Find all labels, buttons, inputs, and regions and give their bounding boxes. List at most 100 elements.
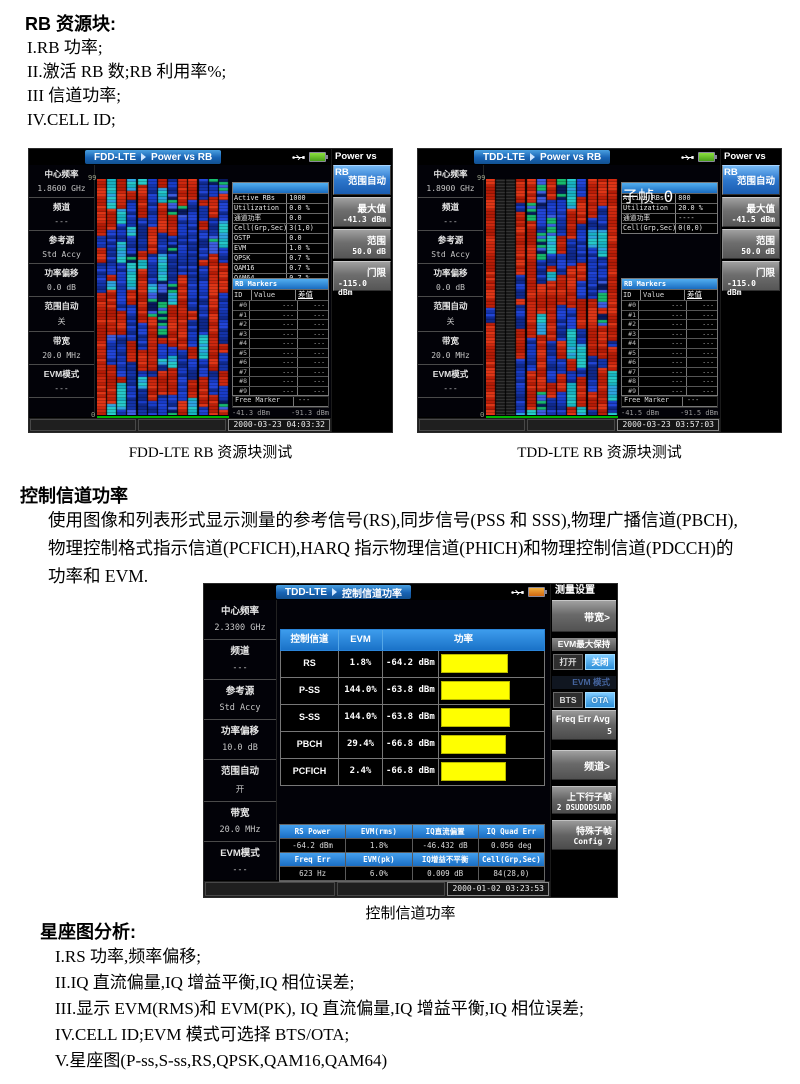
list-item: III 信道功率;: [27, 86, 121, 105]
sidebar-field-4: 范围自动关: [418, 297, 483, 332]
channel-button[interactable]: 频道>: [552, 750, 616, 780]
info-label: OSTP: [233, 234, 288, 243]
color-scale-labels: -41.3 dBm -91.3 dBm: [232, 409, 329, 417]
freq-err-avg-button[interactable]: Freq Err Avg 5: [552, 710, 616, 740]
marker-id: #5: [233, 348, 250, 357]
freq-err-avg-value: 5: [607, 727, 612, 736]
special-subframe-label: 特殊子帧: [575, 826, 612, 836]
ul-dl-subframe-button[interactable]: 上下行子帧 2 DSUDDDSUDD: [552, 786, 616, 814]
table-row-PBCH: PBCH 29.4% -66.8 dBm: [280, 732, 545, 759]
info-row: QAM16 0.7 %: [233, 263, 328, 273]
info-row: Cell(Grp,Sec) 0(0,0): [622, 223, 717, 233]
menu-button-0[interactable]: 范围自动: [722, 165, 780, 195]
marker-id: #2: [622, 320, 639, 329]
marker-row: #9 --- ---: [233, 385, 328, 395]
free-marker-row: Free Marker ---: [233, 395, 328, 406]
results-column: Active RBs 1000 Utilization 0.0 % 通道功率 0.0 Cel…: [231, 165, 331, 417]
marker-diff: ---: [313, 310, 325, 319]
special-subframe-button[interactable]: 特殊子帧 Config 7: [552, 820, 616, 850]
mode-label: TDD-LTE: [285, 586, 328, 598]
marker-value: ---: [250, 348, 298, 357]
field-label: 带宽: [52, 336, 70, 346]
marker-id: #6: [233, 358, 250, 367]
marker-diff: ---: [702, 386, 714, 395]
marker-value: ---: [639, 320, 687, 329]
menu-button-1[interactable]: 最大值 -41.5 dBm: [722, 197, 780, 227]
info-label: QPSK: [233, 254, 288, 263]
marker-row: #1 --- ---: [622, 309, 717, 319]
toggle-off-button[interactable]: 关闭: [585, 654, 615, 670]
color-scale-gradient: [232, 396, 329, 408]
figure-caption-tdd: TDD-LTE RB 资源块测试: [517, 445, 682, 461]
marker-id: #9: [622, 386, 639, 395]
menu-button-2[interactable]: 范围 50.0 dB: [722, 229, 780, 259]
power-bar: [441, 654, 509, 673]
status-segment: [137, 419, 227, 431]
info-label: Utilization: [233, 204, 288, 213]
sidebar-field-2: 参考源 Std Accy: [418, 231, 483, 264]
summary-cell: 0.009 dB: [413, 867, 479, 880]
fdd-lte-analyzer-screenshot: FDD-LTE Power vs RB 中心频率 1.8600 GHz 频道 --- 参考源…: [28, 148, 393, 433]
marker-id: #1: [622, 310, 639, 319]
marker-diff: ---: [702, 329, 714, 338]
field-value: 0.0 dB: [436, 283, 465, 292]
evm-value: 1.8%: [339, 651, 383, 677]
ota-button[interactable]: OTA: [585, 692, 615, 708]
sidebar-field-1: 频道 ---: [204, 640, 276, 680]
marker-value: ---: [639, 386, 687, 395]
bandwidth-button[interactable]: 带宽>: [552, 600, 616, 632]
power-bar: [441, 681, 511, 700]
field-label: 功率偏移: [220, 726, 259, 737]
sidebar-field-2: 参考源 Std Accy: [29, 231, 94, 264]
marker-row: #9 --- ---: [622, 385, 717, 395]
summary-cell: 6.0%: [346, 867, 413, 880]
menu-button-3[interactable]: 门限 -115.0 dBm: [722, 261, 780, 297]
channel-name: PBCH: [281, 732, 339, 758]
marker-diff: ---: [702, 301, 714, 309]
menu-button-label: 范围自动: [347, 176, 386, 187]
summary-r2_headers: Freq Err EVM(pk) IQ增益不平衡 Cell(Grp,Sec): [280, 853, 544, 866]
field-label: EVM模式: [43, 369, 80, 379]
sidebar-field-0: 中心频率 1.8600 GHz: [29, 165, 94, 198]
title-separator-icon: [332, 588, 338, 596]
list-item: I.RB 功率;: [27, 38, 103, 57]
figure-caption-ctrl: 控制信道功率: [365, 906, 456, 922]
marker-id: #4: [622, 339, 639, 348]
info-value: 20.0 %: [678, 204, 703, 212]
screen-body: 中心频率 1.8600 GHz 频道 --- 参考源 Std Accy 功率偏移 0.0 dB…: [29, 165, 331, 419]
marker-id: #3: [622, 329, 639, 338]
menu-button-1[interactable]: 最大值 -41.3 dBm: [333, 197, 391, 227]
menu-button-2[interactable]: 范围 50.0 dB: [333, 229, 391, 259]
list-item: I.RS 功率,频率偏移;: [55, 947, 201, 966]
field-label: EVM模式: [432, 369, 469, 379]
toggle-on-button[interactable]: 打开: [553, 654, 583, 670]
menu-button-3[interactable]: 门限 -115.0 dBm: [333, 261, 391, 297]
evm-mode-toggle: BTS OTA: [552, 692, 616, 708]
title-bar: TDD-LTE Power vs RB: [418, 149, 720, 165]
marker-row: #0 --- ---: [622, 300, 717, 310]
usb-icon: [292, 153, 305, 162]
field-value: ---: [232, 663, 248, 673]
info-label: QAM16: [233, 264, 288, 273]
marker-diff: ---: [313, 348, 325, 357]
list-item: III.显示 EVM(RMS)和 EVM(PK), IQ 直流偏量,IQ 增益平…: [55, 999, 584, 1018]
marker-diff: ---: [313, 377, 325, 385]
evm-mode-label: EVM 模式: [552, 676, 616, 689]
field-value: 关: [446, 317, 455, 326]
marker-row: #2 --- ---: [622, 319, 717, 329]
markers-col-diff: 差值: [298, 290, 313, 299]
marker-row: #3 --- ---: [622, 328, 717, 338]
field-label: 功率偏移: [44, 268, 79, 278]
marker-row: #3 --- ---: [233, 328, 328, 338]
menu-button-0[interactable]: 范围自动: [333, 165, 391, 195]
bts-button[interactable]: BTS: [553, 692, 583, 708]
col-header-evm: EVM: [339, 630, 383, 650]
sidebar-field-1: 频道 ---: [29, 198, 94, 231]
main-screen: FDD-LTE Power vs RB 中心频率 1.8600 GHz 频道 --- 参考源…: [29, 149, 331, 432]
field-value: 开: [235, 785, 245, 795]
measurement-title-pill: TDD-LTE 控制信道功率: [276, 585, 412, 600]
sidebar-field-2: 参考源 Std Accy: [204, 680, 276, 720]
info-label: Cell(Grp,Sec): [234, 224, 288, 233]
field-label: 范围自动: [44, 301, 79, 311]
